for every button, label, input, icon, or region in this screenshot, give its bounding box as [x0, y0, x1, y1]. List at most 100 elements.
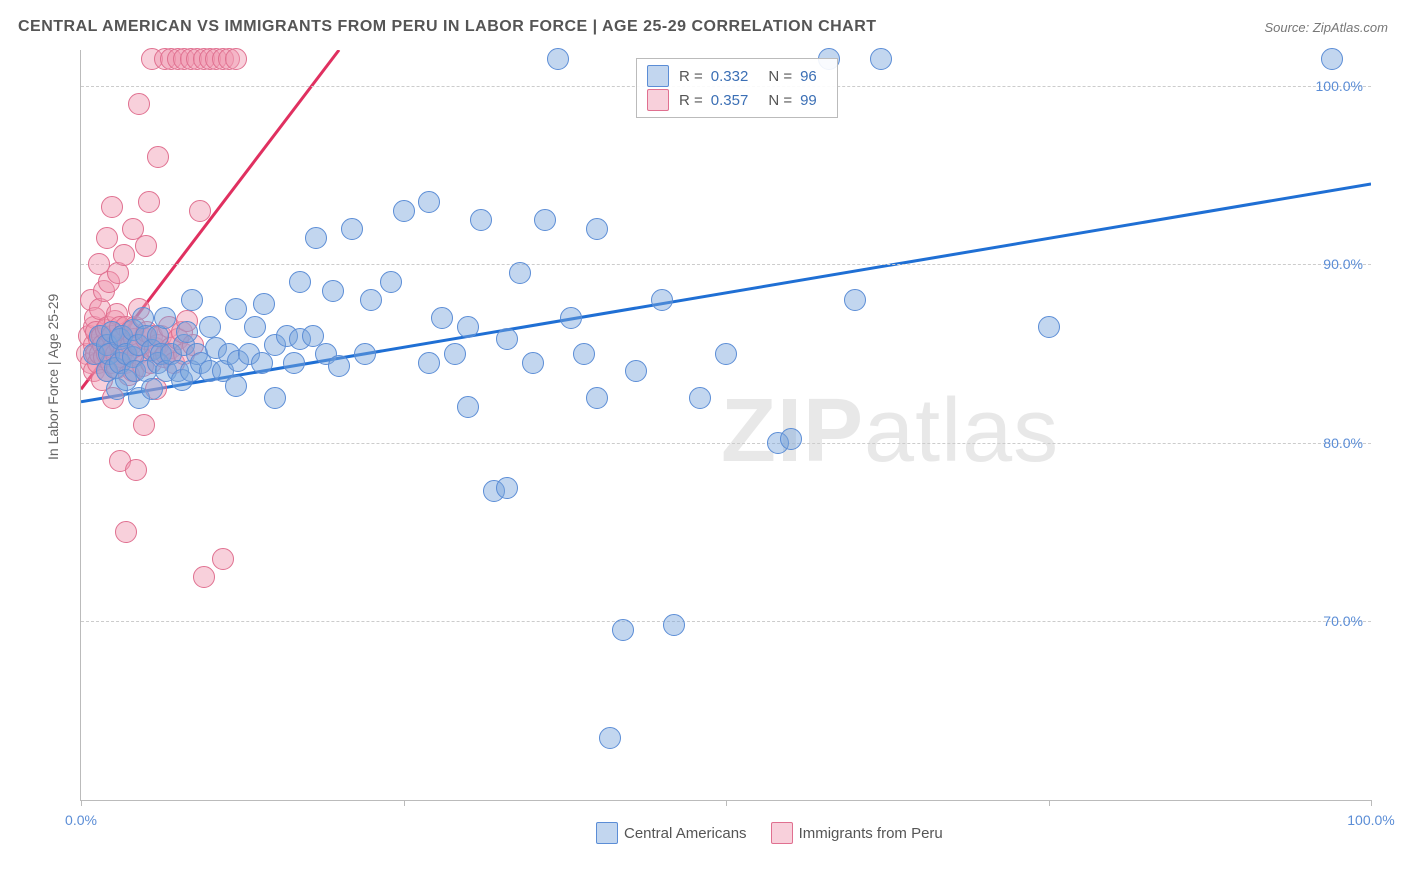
- scatter-point: [264, 387, 286, 409]
- scatter-point: [138, 191, 160, 213]
- scatter-point: [560, 307, 582, 329]
- scatter-point: [128, 93, 150, 115]
- scatter-point: [141, 378, 163, 400]
- scatter-point: [1321, 48, 1343, 70]
- chart-area: In Labor Force | Age 25-29 ZIPatlas 70.0…: [50, 50, 1370, 820]
- scatter-point: [133, 414, 155, 436]
- scatter-point: [547, 48, 569, 70]
- scatter-point: [193, 566, 215, 588]
- scatter-point: [393, 200, 415, 222]
- scatter-point: [154, 307, 176, 329]
- scatter-point: [612, 619, 634, 641]
- legend-n-value: 96: [800, 68, 817, 85]
- scatter-point: [522, 352, 544, 374]
- legend-item: Central Americans: [596, 822, 747, 844]
- scatter-point: [181, 289, 203, 311]
- scatter-point: [625, 360, 647, 382]
- gridline: [81, 264, 1371, 265]
- scatter-point: [354, 343, 376, 365]
- scatter-point: [689, 387, 711, 409]
- scatter-point: [663, 614, 685, 636]
- scatter-point: [225, 298, 247, 320]
- scatter-point: [115, 521, 137, 543]
- y-tick-label: 100.0%: [1316, 78, 1363, 94]
- legend-r-label: R =: [679, 68, 703, 85]
- scatter-point: [244, 316, 266, 338]
- y-tick-label: 90.0%: [1323, 256, 1363, 272]
- scatter-point: [199, 316, 221, 338]
- watermark: ZIPatlas: [721, 380, 1059, 483]
- legend-r-value: 0.357: [711, 92, 749, 109]
- scatter-point: [418, 352, 440, 374]
- gridline: [81, 621, 1371, 622]
- scatter-point: [457, 396, 479, 418]
- scatter-point: [289, 271, 311, 293]
- scatter-point: [496, 328, 518, 350]
- x-tick-mark: [81, 800, 82, 806]
- scatter-point: [509, 262, 531, 284]
- scatter-point: [599, 727, 621, 749]
- scatter-point: [780, 428, 802, 450]
- trend-lines: [81, 50, 1371, 800]
- scatter-point: [125, 459, 147, 481]
- scatter-point: [651, 289, 673, 311]
- x-tick-label: 100.0%: [1347, 812, 1394, 828]
- gridline: [81, 443, 1371, 444]
- y-tick-label: 70.0%: [1323, 613, 1363, 629]
- scatter-point: [225, 48, 247, 70]
- scatter-point: [96, 227, 118, 249]
- legend-item: Immigrants from Peru: [771, 822, 943, 844]
- legend-swatch: [596, 822, 618, 844]
- x-tick-mark: [1371, 800, 1372, 806]
- legend-n-label: N =: [768, 92, 792, 109]
- legend-row: R = 0.357 N = 99: [647, 89, 827, 111]
- scatter-point: [360, 289, 382, 311]
- scatter-point: [380, 271, 402, 293]
- x-tick-mark: [1049, 800, 1050, 806]
- scatter-point: [113, 244, 135, 266]
- x-tick-label: 0.0%: [65, 812, 97, 828]
- source-label: Source: ZipAtlas.com: [1264, 20, 1388, 35]
- scatter-point: [418, 191, 440, 213]
- x-tick-mark: [726, 800, 727, 806]
- scatter-point: [844, 289, 866, 311]
- series-legend: Central Americans Immigrants from Peru: [596, 822, 943, 844]
- scatter-point: [322, 280, 344, 302]
- scatter-point: [586, 218, 608, 240]
- legend-swatch: [771, 822, 793, 844]
- scatter-point: [253, 293, 275, 315]
- scatter-point: [225, 375, 247, 397]
- scatter-plot: ZIPatlas 70.0%80.0%90.0%100.0%0.0%100.0%…: [80, 50, 1371, 801]
- scatter-point: [457, 316, 479, 338]
- scatter-point: [573, 343, 595, 365]
- scatter-point: [176, 321, 198, 343]
- legend-r-value: 0.332: [711, 68, 749, 85]
- header: CENTRAL AMERICAN VS IMMIGRANTS FROM PERU…: [18, 18, 1388, 36]
- scatter-point: [870, 48, 892, 70]
- correlation-legend: R = 0.332 N = 96 R = 0.357 N = 99: [636, 58, 838, 118]
- scatter-point: [496, 477, 518, 499]
- scatter-point: [101, 196, 123, 218]
- scatter-point: [135, 235, 157, 257]
- scatter-point: [586, 387, 608, 409]
- scatter-point: [444, 343, 466, 365]
- scatter-point: [212, 548, 234, 570]
- scatter-point: [283, 352, 305, 374]
- x-tick-mark: [404, 800, 405, 806]
- scatter-point: [328, 355, 350, 377]
- legend-r-label: R =: [679, 92, 703, 109]
- legend-series-name: Immigrants from Peru: [799, 825, 943, 842]
- scatter-point: [431, 307, 453, 329]
- scatter-point: [341, 218, 363, 240]
- legend-swatch: [647, 65, 669, 87]
- scatter-point: [534, 209, 556, 231]
- scatter-point: [715, 343, 737, 365]
- scatter-point: [189, 200, 211, 222]
- legend-row: R = 0.332 N = 96: [647, 65, 827, 87]
- y-axis-label: In Labor Force | Age 25-29: [45, 294, 61, 460]
- legend-series-name: Central Americans: [624, 825, 747, 842]
- legend-n-label: N =: [768, 68, 792, 85]
- scatter-point: [147, 146, 169, 168]
- legend-swatch: [647, 89, 669, 111]
- legend-n-value: 99: [800, 92, 817, 109]
